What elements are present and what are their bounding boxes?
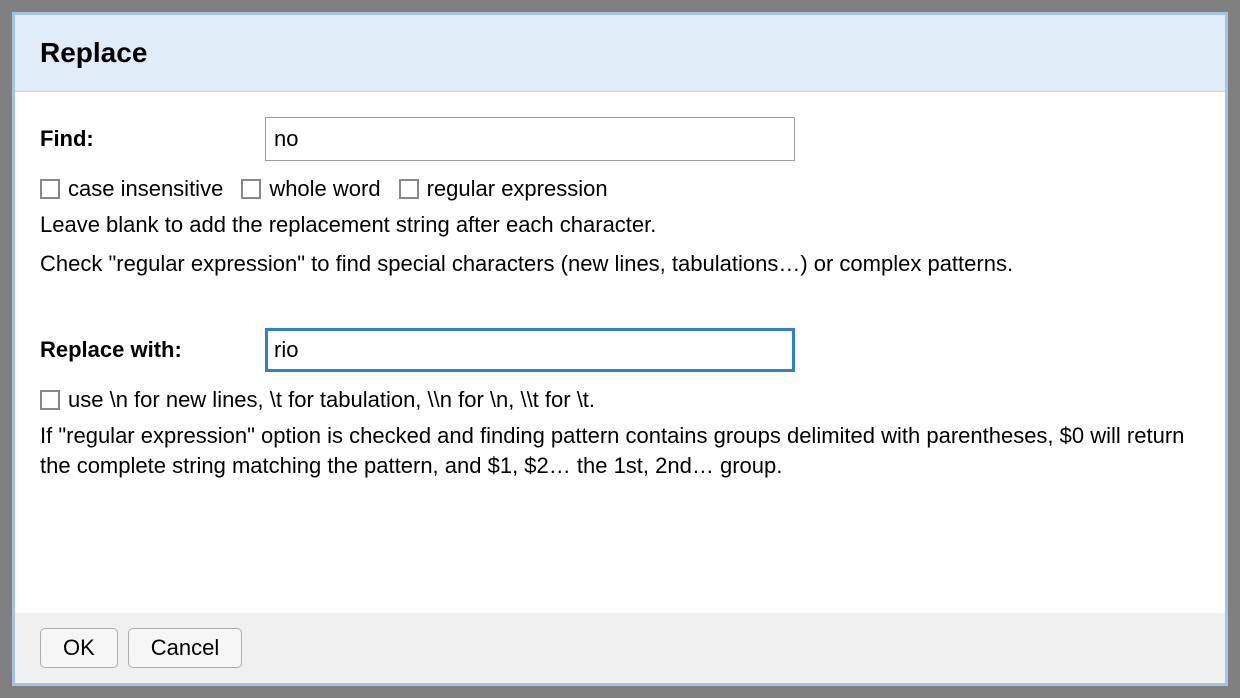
ok-button[interactable]: OK xyxy=(40,628,118,668)
whole-word-group: whole word xyxy=(241,176,380,202)
escape-label[interactable]: use \n for new lines, \t for tabulation,… xyxy=(68,387,595,413)
cancel-button[interactable]: Cancel xyxy=(128,628,242,668)
replace-input[interactable] xyxy=(265,328,795,372)
find-input[interactable] xyxy=(265,117,795,161)
dialog-title: Replace xyxy=(40,37,1200,69)
escape-group: use \n for new lines, \t for tabulation,… xyxy=(40,387,595,413)
dialog-footer: OK Cancel xyxy=(15,613,1225,683)
case-insensitive-label[interactable]: case insensitive xyxy=(68,176,223,202)
regular-expression-group: regular expression xyxy=(399,176,608,202)
dialog-body: Find: case insensitive whole word regula… xyxy=(15,92,1225,613)
find-row: Find: xyxy=(40,117,1200,161)
regular-expression-label[interactable]: regular expression xyxy=(427,176,608,202)
replace-dialog: Replace Find: case insensitive whole wor… xyxy=(12,12,1228,686)
whole-word-checkbox[interactable] xyxy=(241,179,261,199)
replace-label: Replace with: xyxy=(40,337,265,363)
whole-word-label[interactable]: whole word xyxy=(269,176,380,202)
regular-expression-checkbox[interactable] xyxy=(399,179,419,199)
replace-options-row: use \n for new lines, \t for tabulation,… xyxy=(40,387,1200,413)
find-label: Find: xyxy=(40,126,265,152)
find-help-1: Leave blank to add the replacement strin… xyxy=(40,210,1200,241)
find-options-row: case insensitive whole word regular expr… xyxy=(40,176,1200,202)
case-insensitive-checkbox[interactable] xyxy=(40,179,60,199)
replace-help: If "regular expression" option is checke… xyxy=(40,421,1200,483)
case-insensitive-group: case insensitive xyxy=(40,176,223,202)
dialog-header: Replace xyxy=(15,15,1225,92)
section-gap xyxy=(40,288,1200,328)
escape-checkbox[interactable] xyxy=(40,390,60,410)
replace-row: Replace with: xyxy=(40,328,1200,372)
find-help-2: Check "regular expression" to find speci… xyxy=(40,249,1200,280)
